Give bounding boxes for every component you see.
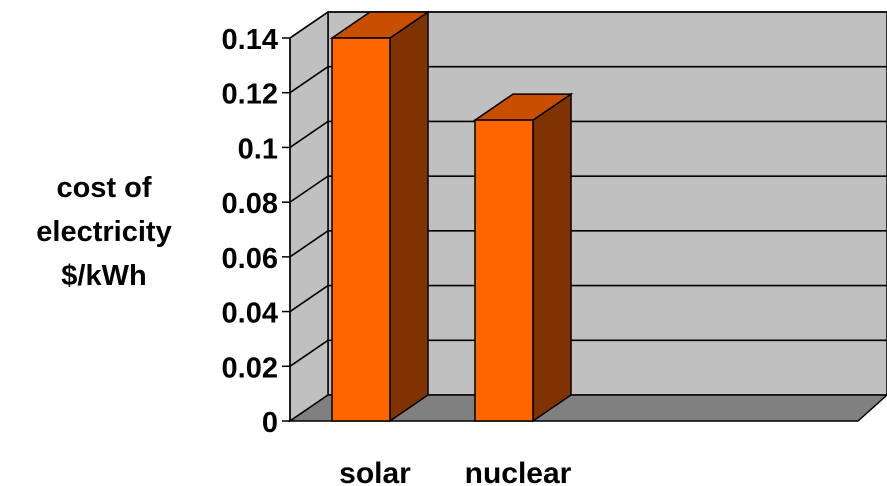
bars: [329, 10, 574, 423]
gridline: [289, 175, 887, 203]
gridlines: [289, 11, 887, 367]
y-tick-label: 0.02: [222, 352, 278, 384]
y-axis-title-line: electricity: [36, 216, 172, 248]
floor: [287, 394, 887, 422]
bar-nuclear: [472, 92, 574, 423]
y-tick-label: 0: [262, 407, 278, 439]
bar-side: [389, 10, 429, 423]
y-tick-label: 0.08: [222, 188, 278, 220]
x-tick-label: solar: [339, 457, 411, 486]
y-axis: [282, 37, 291, 422]
y-tick-label: 0.14: [222, 24, 278, 56]
y-tick-label: 0.06: [222, 243, 278, 275]
axis-labels: 0 0.02 0.04 0.06 0.08 0.1 0.12 0.14 solar nuclear: [222, 24, 572, 486]
gridline: [289, 230, 887, 258]
gridline: [289, 339, 887, 367]
gridline: [289, 284, 887, 313]
chart-walls: [287, 10, 887, 423]
y-axis-title-line: $/kWh: [61, 260, 147, 292]
y-tick-label: 0.1: [238, 133, 278, 165]
bar-solar: [329, 10, 431, 423]
y-axis-title: cost of electricity $/kWh: [14, 166, 194, 298]
bar-front: [474, 119, 534, 422]
gridline: [289, 120, 887, 149]
bar-side: [532, 92, 572, 423]
x-tick-label: nuclear: [465, 457, 572, 486]
side-wall: [289, 10, 329, 423]
gridline: [289, 65, 887, 94]
y-axis-title-line: cost of: [56, 172, 152, 204]
gridline: [289, 11, 887, 39]
y-tick-label: 0.04: [222, 298, 278, 330]
y-tick-label: 0.12: [222, 79, 278, 111]
bar-front: [331, 37, 391, 422]
